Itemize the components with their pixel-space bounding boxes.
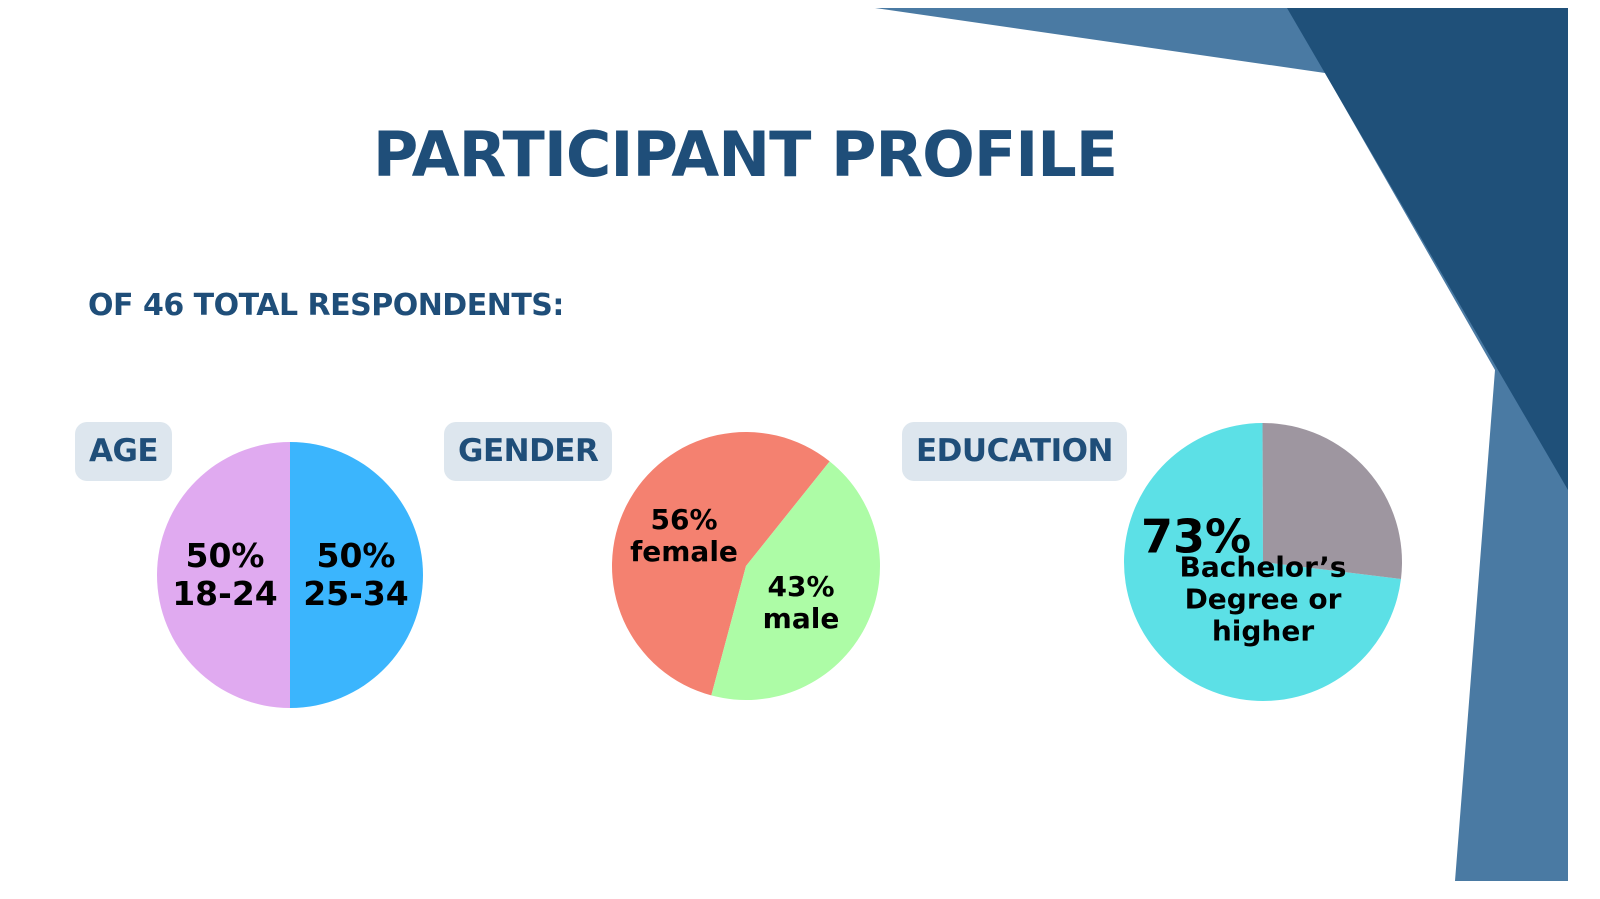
- chart-title: AGE: [75, 422, 173, 481]
- chart-title: EDUCATION: [902, 422, 1127, 481]
- pie-slice: [711, 461, 880, 701]
- pie-slice: [1262, 423, 1402, 579]
- title: PARTICIPANT PROFILE: [372, 118, 1118, 191]
- pie-slice: [290, 442, 423, 708]
- pie-slice: [612, 432, 830, 696]
- value-label: 50%: [185, 536, 265, 576]
- subtitle: OF 46 TOTAL RESPONDENTS:: [88, 288, 564, 323]
- slice-label: 43% male: [721, 569, 881, 635]
- category-label: 18-24: [172, 574, 278, 613]
- slice-label: 50% 25-34: [276, 537, 436, 613]
- category-label: 25-34: [303, 574, 409, 613]
- pie-slice: [1124, 423, 1401, 701]
- chart-title: GENDER: [444, 422, 613, 481]
- value-label: 73%: [1140, 509, 1252, 564]
- slice-label: 50% 18-24: [145, 537, 305, 613]
- slice-label: 56% female: [604, 502, 764, 568]
- value-label: 56%: [650, 502, 718, 536]
- value-label: 50%: [316, 536, 396, 576]
- category-label: male: [762, 602, 840, 635]
- decor-dark: [1287, 8, 1568, 490]
- category-label: female: [630, 535, 738, 568]
- category-label: Bachelor’s Degree or higher: [1179, 550, 1347, 649]
- value-label: 43%: [767, 569, 835, 603]
- pie-slice: [157, 442, 290, 708]
